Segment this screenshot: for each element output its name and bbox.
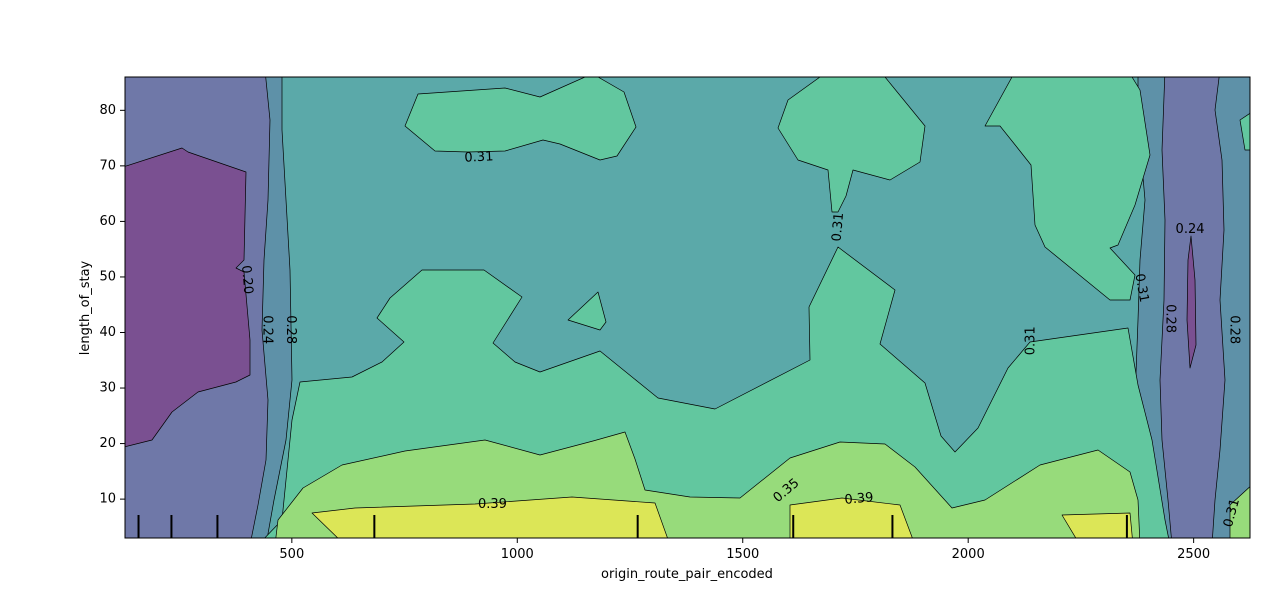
contour-label: 0.31 xyxy=(464,149,494,165)
contour-label: 0.31 xyxy=(830,212,847,242)
x-axis-label: origin_route_pair_encoded xyxy=(601,567,773,582)
y-tick-label: 40 xyxy=(99,325,116,340)
contour-label: 0.20 xyxy=(238,265,255,295)
region-lt-0.20-sliver xyxy=(1186,235,1197,369)
x-tick-label: 1000 xyxy=(501,547,534,562)
contour-label: 0.31 xyxy=(1221,497,1243,529)
y-axis-label: length_of_stay xyxy=(78,260,93,355)
region-gt-0.39-a xyxy=(311,496,668,538)
region-lt-0.20 xyxy=(125,147,251,448)
contour-label: 0.28 xyxy=(283,315,298,344)
region-gt-0.39-c xyxy=(1061,512,1133,538)
y-tick-label: 80 xyxy=(99,103,116,118)
contour-label: 0.39 xyxy=(844,490,874,507)
data-rug xyxy=(137,515,1128,538)
region-0.31-0.35-right xyxy=(1239,112,1250,151)
contour-label: 0.31 xyxy=(1131,273,1151,304)
x-tick-label: 500 xyxy=(279,547,304,562)
region-gt-0.39-b xyxy=(789,497,913,538)
region-0.31-0.35-top2 xyxy=(777,77,926,213)
y-tick-label: 70 xyxy=(99,158,116,173)
contour-label: 0.39 xyxy=(478,497,507,512)
y-tick-label: 10 xyxy=(99,492,116,507)
region-0.31-0.35-island xyxy=(567,291,607,331)
y-tick-label: 60 xyxy=(99,214,116,229)
x-tick-label: 1500 xyxy=(726,547,759,562)
contour-label: 0.28 xyxy=(1227,315,1242,344)
x-axis: 500 1000 1500 2000 2500 xyxy=(279,538,1210,562)
contour-label: 0.31 xyxy=(1023,326,1038,355)
region-0.35-0.39-right xyxy=(1229,486,1250,538)
y-tick-label: 50 xyxy=(99,269,116,284)
y-tick-label: 20 xyxy=(99,436,116,451)
y-tick-label: 30 xyxy=(99,381,116,396)
region-0.31-0.35-top3 xyxy=(984,77,1151,301)
plot-frame xyxy=(124,76,1251,539)
x-tick-label: 2500 xyxy=(1177,547,1210,562)
contour-label: 0.24 xyxy=(1176,222,1205,237)
contour-label: 0.24 xyxy=(260,315,275,344)
x-tick-label: 2000 xyxy=(952,547,985,562)
contour-label: 0.28 xyxy=(1163,304,1178,333)
y-axis: 10 20 30 40 50 60 70 80 xyxy=(99,103,125,507)
region-0.31-0.35-top1 xyxy=(404,77,637,161)
contour-regions xyxy=(125,77,1250,538)
